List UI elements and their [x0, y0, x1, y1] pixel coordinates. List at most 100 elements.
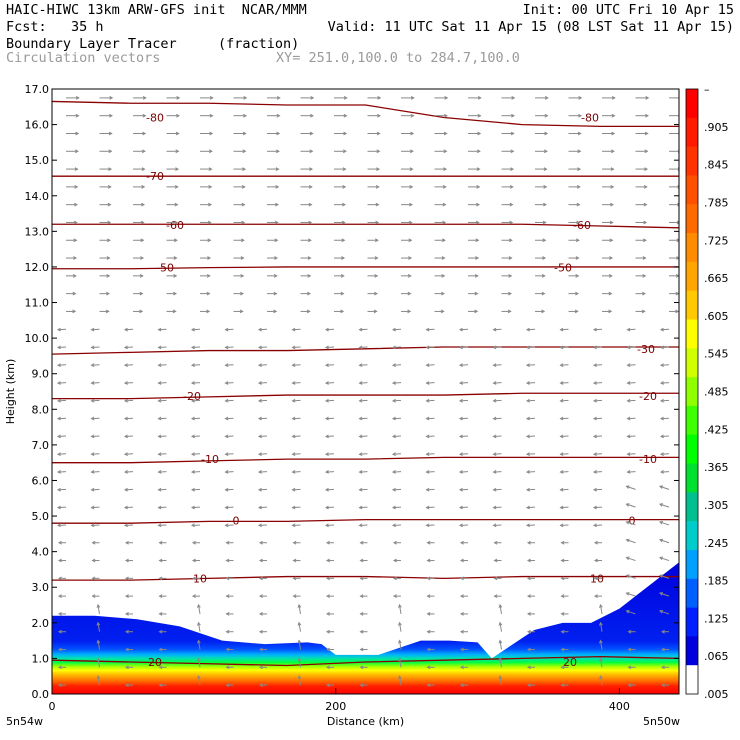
vector-arrow	[158, 382, 167, 384]
vector-arrowhead	[593, 540, 598, 545]
vector-arrow	[91, 417, 100, 420]
vector-arrow	[526, 435, 536, 437]
vector-arrowhead	[508, 273, 513, 278]
vector-arrowhead	[508, 291, 512, 296]
vector-arrowhead	[678, 96, 679, 100]
vector-arrow	[626, 610, 636, 615]
vector-arrowhead	[56, 434, 61, 439]
vector-arrowhead	[257, 381, 262, 385]
vector-arrowhead	[343, 113, 348, 118]
vector-arrowhead	[139, 309, 144, 314]
vector-arrow	[292, 488, 301, 491]
vector-arrow	[426, 399, 435, 402]
vector-arrowhead	[142, 96, 147, 100]
vector-arrow	[258, 435, 268, 437]
vector-arrowhead	[158, 540, 163, 545]
vector-arrow	[97, 622, 100, 632]
vector-arrowhead	[96, 657, 101, 662]
vector-arrowhead	[592, 434, 597, 439]
vector-arrowhead	[90, 452, 95, 457]
vector-arrowhead	[291, 327, 296, 332]
vector-arrowhead	[325, 683, 330, 687]
vector-arrowhead	[498, 657, 503, 662]
vector-arrow	[258, 364, 268, 366]
vector-arrowhead	[577, 149, 582, 154]
vector-arrowhead	[541, 273, 546, 278]
vector-arrowhead	[542, 220, 547, 225]
vector-arrowhead	[458, 327, 463, 332]
vector-arrowhead	[291, 416, 296, 421]
vector-arrowhead	[391, 416, 396, 421]
y-tick-label: 10.0	[25, 332, 50, 345]
vector-arrowhead	[57, 612, 62, 616]
vector-arrowhead	[359, 540, 364, 545]
vector-arrowhead	[157, 327, 162, 332]
vector-arrowhead	[559, 345, 564, 350]
vector-arrowhead	[157, 487, 162, 492]
vector-arrow	[325, 488, 335, 491]
vector-arrowhead	[158, 665, 163, 670]
vector-arrow	[626, 574, 636, 579]
vector-arrowhead	[57, 558, 62, 563]
vector-arrow	[526, 399, 536, 402]
vector-arrowhead	[425, 470, 430, 474]
vector-arrow	[660, 471, 670, 473]
vector-arrowhead	[526, 540, 531, 545]
vector-arrowhead	[258, 665, 263, 670]
vector-arrowhead	[106, 256, 111, 260]
vector-arrowhead	[358, 363, 363, 368]
vector-arrowhead	[426, 683, 431, 687]
vector-arrowhead	[560, 629, 565, 634]
vector-arrowhead	[599, 603, 603, 608]
vector-arrowhead	[123, 416, 128, 421]
vector-arrowhead	[306, 309, 311, 314]
vector-arrow	[392, 506, 402, 509]
vector-arrowhead	[241, 220, 246, 225]
vector-arrowhead	[324, 416, 329, 421]
vector-arrow	[493, 328, 502, 331]
y-tick-label: 4.0	[32, 546, 50, 559]
y-axis-label: Height (km)	[4, 359, 17, 425]
y-tick-label: 8.0	[32, 403, 50, 416]
vector-arrow	[493, 417, 502, 420]
vector-arrowhead	[642, 238, 647, 243]
vector-arrowhead	[510, 149, 515, 154]
vector-arrowhead	[498, 603, 503, 608]
vector-arrowhead	[239, 309, 244, 314]
vector-arrowhead	[176, 113, 180, 118]
vector-arrowhead	[375, 220, 380, 225]
vector-arrow	[660, 382, 670, 384]
vector-arrowhead	[242, 167, 247, 171]
vector-arrowhead	[225, 594, 230, 599]
vector-arrow	[325, 453, 335, 455]
vector-arrow	[359, 506, 368, 509]
y-tick-label: 12.0	[25, 261, 50, 274]
vector-arrow	[91, 524, 100, 526]
vector-arrowhead	[660, 683, 665, 687]
colorbar-swatch	[686, 377, 698, 407]
vector-arrow	[593, 471, 603, 473]
vector-arrow	[493, 346, 502, 349]
vector-arrowhead	[276, 96, 281, 100]
vector-arrowhead	[645, 113, 649, 118]
vector-arrow	[626, 592, 636, 597]
vector-arrowhead	[307, 256, 312, 260]
vector-arrowhead	[525, 327, 530, 332]
vector-arrowhead	[543, 184, 548, 189]
vector-arrowhead	[275, 202, 279, 207]
vector-arrowhead	[224, 523, 229, 528]
field-units: (fraction)	[218, 36, 300, 52]
vector-arrow	[600, 604, 603, 615]
vector-arrowhead	[358, 470, 363, 474]
colorbar-label: –	[704, 83, 710, 96]
vector-arrowhead	[56, 487, 61, 492]
vector-arrow	[91, 453, 100, 455]
vector-arrowhead	[459, 665, 464, 670]
vector-arrowhead	[206, 291, 211, 296]
vector-arrowhead	[641, 309, 646, 314]
vector-arrow	[258, 382, 268, 384]
vector-arrowhead	[307, 273, 312, 278]
x-tick-label: 400	[609, 700, 630, 713]
vector-arrowhead	[626, 398, 631, 403]
vector-arrow	[325, 417, 335, 420]
